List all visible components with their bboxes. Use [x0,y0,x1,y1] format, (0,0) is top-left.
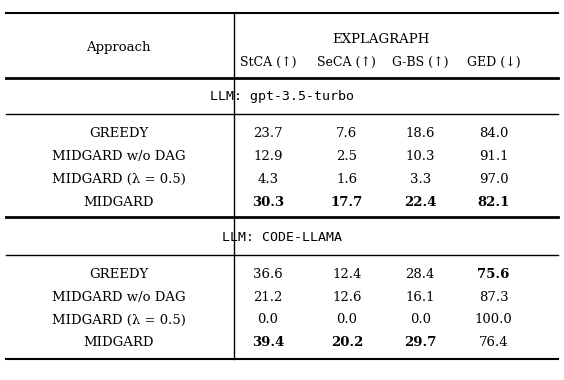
Text: 82.1: 82.1 [477,196,510,209]
Text: SeCA (↑): SeCA (↑) [318,56,376,69]
Text: 20.2: 20.2 [331,336,363,349]
Text: MIDGARD (λ = 0.5): MIDGARD (λ = 0.5) [51,173,186,186]
Text: G-BS (↑): G-BS (↑) [392,56,448,69]
Text: 39.4: 39.4 [252,336,284,349]
Text: 97.0: 97.0 [479,173,508,186]
Text: GREEDY: GREEDY [89,268,148,281]
Text: 7.6: 7.6 [336,127,358,140]
Text: 100.0: 100.0 [475,314,512,326]
Text: 75.6: 75.6 [477,268,510,281]
Text: 23.7: 23.7 [253,127,283,140]
Text: 87.3: 87.3 [479,291,508,304]
Text: GED (↓): GED (↓) [466,56,521,69]
Text: Approach: Approach [86,41,151,54]
Text: 30.3: 30.3 [252,196,284,209]
Text: GREEDY: GREEDY [89,127,148,140]
Text: 76.4: 76.4 [479,336,508,349]
Text: StCA (↑): StCA (↑) [240,56,296,69]
Text: 0.0: 0.0 [409,314,431,326]
Text: 17.7: 17.7 [331,196,363,209]
Text: MIDGARD w/o DAG: MIDGARD w/o DAG [52,150,185,163]
Text: MIDGARD w/o DAG: MIDGARD w/o DAG [52,291,185,304]
Text: 91.1: 91.1 [479,150,508,163]
Text: 12.9: 12.9 [253,150,283,163]
Text: 12.4: 12.4 [332,268,362,281]
Text: MIDGARD (λ = 0.5): MIDGARD (λ = 0.5) [51,314,186,326]
Text: MIDGARD: MIDGARD [83,336,153,349]
Text: 16.1: 16.1 [406,291,435,304]
Text: EXPLAGRAPH: EXPLAGRAPH [332,33,429,46]
Text: 22.4: 22.4 [404,196,437,209]
Text: 3.3: 3.3 [409,173,431,186]
Text: 2.5: 2.5 [336,150,358,163]
Text: MIDGARD: MIDGARD [83,196,153,209]
Text: 12.6: 12.6 [332,291,362,304]
Text: LLM: gpt-3.5-turbo: LLM: gpt-3.5-turbo [210,90,354,103]
Text: LLM: CODE-LLAMA: LLM: CODE-LLAMA [222,231,342,244]
Text: 0.0: 0.0 [336,314,358,326]
Text: 21.2: 21.2 [253,291,283,304]
Text: 36.6: 36.6 [253,268,283,281]
Text: 84.0: 84.0 [479,127,508,140]
Text: 18.6: 18.6 [406,127,435,140]
Text: 10.3: 10.3 [406,150,435,163]
Text: 0.0: 0.0 [257,314,279,326]
Text: 29.7: 29.7 [404,336,437,349]
Text: 28.4: 28.4 [406,268,435,281]
Text: 1.6: 1.6 [336,173,358,186]
Text: 4.3: 4.3 [257,173,279,186]
